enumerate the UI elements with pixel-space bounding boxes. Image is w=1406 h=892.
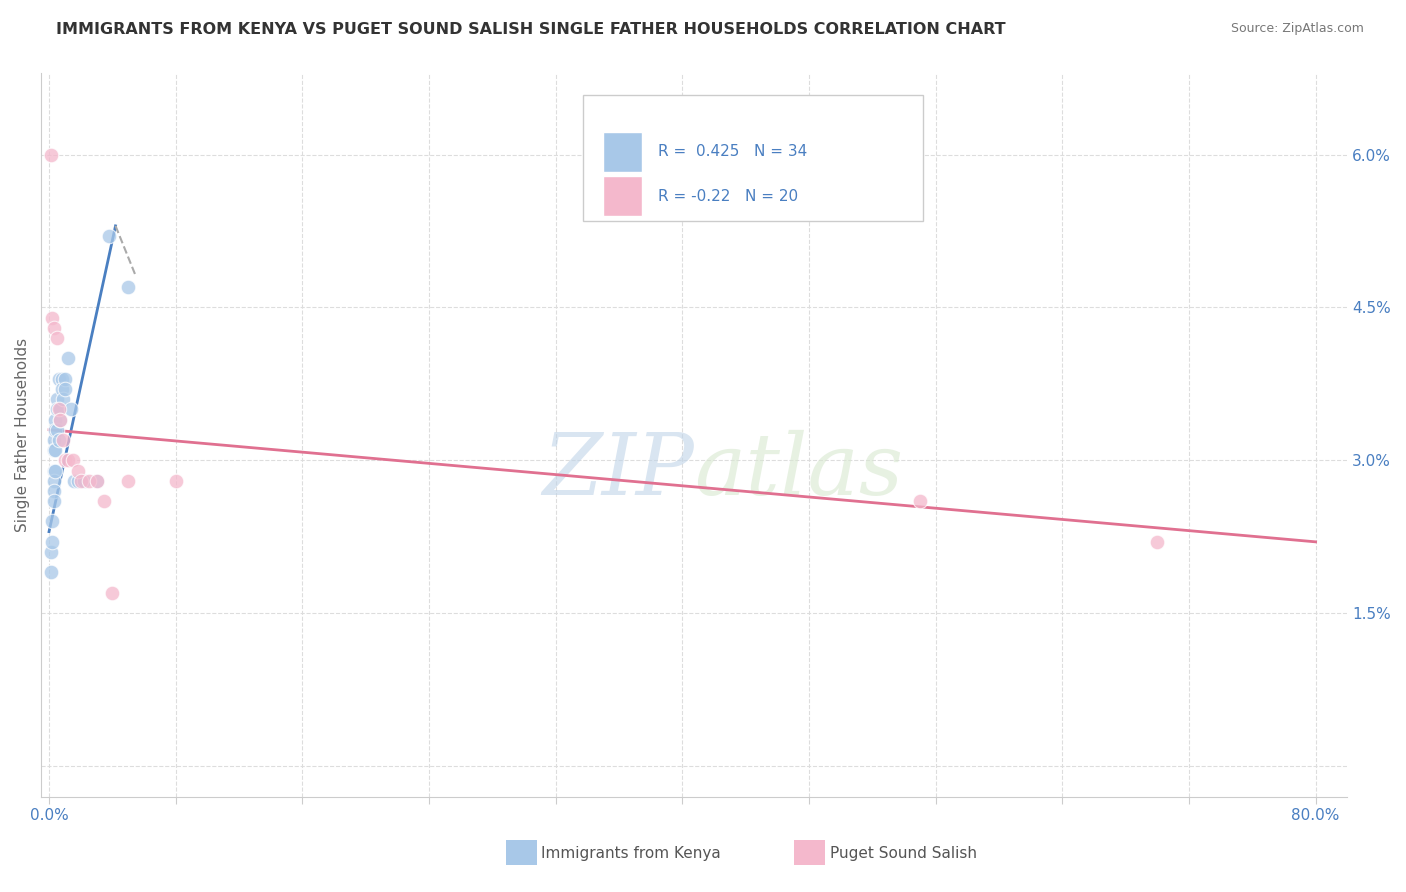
Point (86, 474, 108, 488)
Bar (603, 176, 643, 216)
Point (44, 463, 66, 477)
Text: Immigrants from Kenya: Immigrants from Kenya (541, 847, 721, 861)
Bar (583, 95, 922, 221)
Point (46, 423, 69, 437)
Text: R =  0.425   N = 34: R = 0.425 N = 34 (658, 145, 807, 159)
Point (42, 483, 65, 498)
Point (98, 229, 121, 244)
Point (41, 515, 63, 529)
Point (69, 474, 91, 488)
Point (48, 402, 70, 417)
Point (42, 433, 65, 447)
Point (66, 463, 89, 477)
Point (77, 474, 100, 488)
Point (42, 494, 65, 508)
Point (117, 280, 139, 294)
Point (44, 423, 66, 437)
Point (46, 402, 69, 417)
Point (41, 310, 63, 325)
Point (93, 494, 115, 508)
Point (117, 474, 139, 488)
Bar (603, 132, 643, 171)
Point (66, 474, 89, 488)
Point (52, 433, 75, 447)
Point (39, 545, 62, 559)
Text: Puget Sound Salish: Puget Sound Salish (830, 847, 977, 861)
Point (39, 566, 62, 580)
Point (53, 382, 76, 396)
Y-axis label: Single Father Households: Single Father Households (15, 338, 30, 532)
Point (1146, 534, 1168, 549)
Point (42, 443, 65, 458)
Point (41, 534, 63, 549)
Point (49, 402, 72, 417)
Point (56, 351, 79, 366)
Text: IMMIGRANTS FROM KENYA VS PUGET SOUND SALISH SINGLE FATHER HOUSEHOLDS CORRELATION: IMMIGRANTS FROM KENYA VS PUGET SOUND SAL… (56, 22, 1005, 37)
Point (52, 392, 75, 406)
Text: atlas: atlas (695, 430, 903, 512)
Point (42, 320, 65, 334)
Point (73, 474, 96, 488)
Text: ZIP: ZIP (543, 430, 695, 512)
Point (63, 474, 86, 488)
Point (62, 453, 84, 467)
Point (908, 494, 931, 508)
Point (42, 463, 65, 477)
Point (49, 412, 72, 426)
Point (48, 372, 70, 386)
Point (86, 474, 108, 488)
Point (165, 474, 187, 488)
Point (49, 412, 72, 426)
Text: Source: ZipAtlas.com: Source: ZipAtlas.com (1230, 22, 1364, 36)
Point (51, 382, 73, 396)
Point (39, 147, 62, 161)
Point (46, 331, 69, 345)
Point (101, 586, 124, 600)
Point (56, 453, 79, 467)
Point (53, 453, 76, 467)
Point (51, 372, 73, 386)
Text: R = -0.22   N = 20: R = -0.22 N = 20 (658, 188, 797, 203)
Point (60, 402, 83, 417)
Point (42, 474, 65, 488)
Point (53, 372, 76, 386)
Point (44, 412, 66, 426)
Point (46, 392, 69, 406)
Point (48, 433, 70, 447)
Point (44, 443, 66, 458)
